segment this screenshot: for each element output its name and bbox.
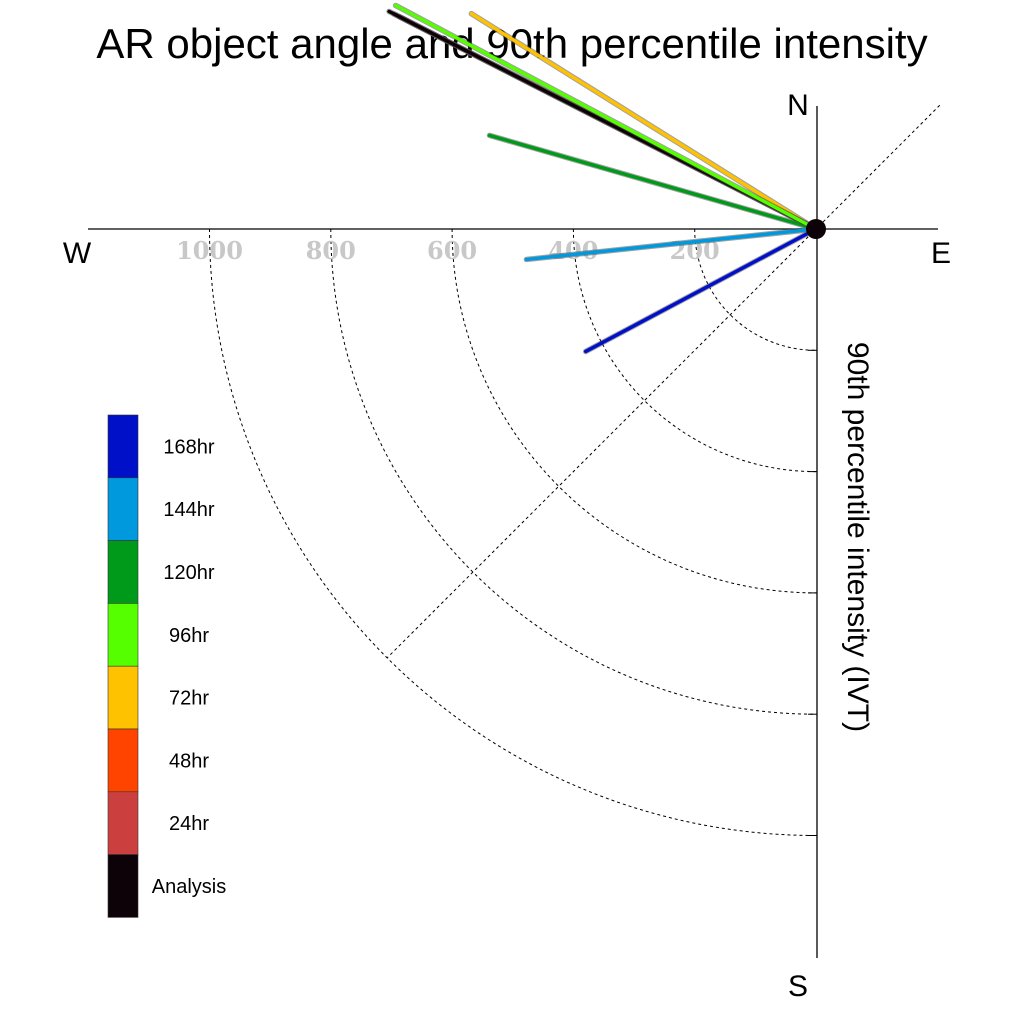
legend-swatch-120hr bbox=[107, 540, 139, 604]
radial-ring bbox=[694, 228, 817, 351]
legend-swatch-168hr bbox=[107, 414, 139, 479]
ring-tick-marks bbox=[808, 349, 817, 836]
radial-ring bbox=[209, 228, 817, 836]
legend-label-analysis: Analysis bbox=[152, 876, 226, 898]
legend-swatch-24hr bbox=[107, 791, 139, 855]
radial-tick-label: 1000 bbox=[176, 236, 243, 265]
radial-rings bbox=[209, 228, 817, 836]
vector-96hr bbox=[393, 3, 818, 231]
legend-swatch-72hr bbox=[107, 665, 139, 730]
vector-168hr bbox=[583, 227, 818, 354]
diagonal-guide-line bbox=[386, 104, 941, 659]
compass-north-label: N bbox=[787, 89, 809, 122]
legend-label-96hr: 96hr bbox=[169, 625, 209, 647]
vector-120hr bbox=[487, 133, 818, 231]
vector-144hr bbox=[524, 227, 818, 262]
legend-label-168hr: 168hr bbox=[163, 436, 214, 458]
series-vectors bbox=[386, 2, 819, 355]
chart-title: AR object angle and 90th percentile inte… bbox=[96, 20, 927, 67]
legend-label-48hr: 48hr bbox=[169, 750, 209, 772]
legend-label-72hr: 72hr bbox=[169, 688, 209, 710]
legend-swatch-144hr bbox=[107, 477, 139, 541]
compass-south-label: S bbox=[788, 970, 808, 1003]
legend-label-120hr: 120hr bbox=[163, 562, 214, 584]
legend-swatch-96hr bbox=[107, 603, 139, 667]
legend-swatch-48hr bbox=[107, 728, 139, 793]
legend-label-144hr: 144hr bbox=[163, 499, 214, 521]
legend: 168hr 144hr 120hr 96hr 72hr 48hr 24hr Analysis bbox=[107, 414, 226, 918]
radial-ring bbox=[451, 228, 817, 594]
compass-west-label: W bbox=[63, 237, 92, 270]
radial-tick-label: 600 bbox=[427, 236, 477, 265]
compass-east-label: E bbox=[931, 237, 951, 270]
legend-label-24hr: 24hr bbox=[169, 813, 209, 835]
radial-ring bbox=[572, 228, 817, 473]
legend-swatch-analysis bbox=[107, 854, 139, 918]
radial-ring bbox=[330, 228, 817, 715]
y-axis-label: 90th percentile intensity (IVT) bbox=[841, 342, 874, 732]
vector-72hr bbox=[469, 11, 818, 231]
radial-tick-label: 800 bbox=[306, 236, 356, 265]
origin-marker bbox=[806, 219, 826, 239]
